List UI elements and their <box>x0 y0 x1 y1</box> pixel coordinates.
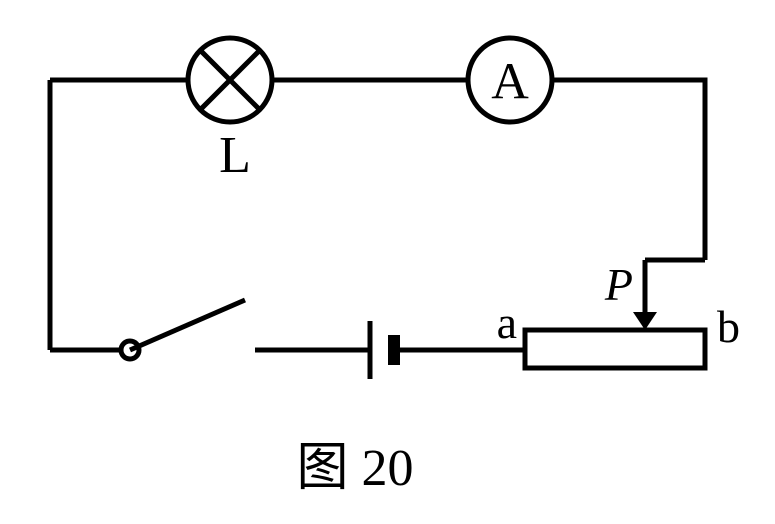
wire-right <box>552 80 705 260</box>
rheostat-slider-label: P <box>604 259 633 310</box>
rheostat-terminal-a-label: a <box>497 297 517 348</box>
circuit-diagram: A L a b P 图 20 <box>0 0 775 524</box>
lamp-label: L <box>219 127 251 184</box>
rheostat-slider-arrow-icon <box>633 312 657 330</box>
rheostat-terminal-b-label: b <box>717 301 740 352</box>
rheostat-body <box>525 330 705 368</box>
figure-caption: 图 20 <box>296 440 413 497</box>
switch-arm <box>130 300 245 350</box>
ammeter-label: A <box>491 54 529 111</box>
